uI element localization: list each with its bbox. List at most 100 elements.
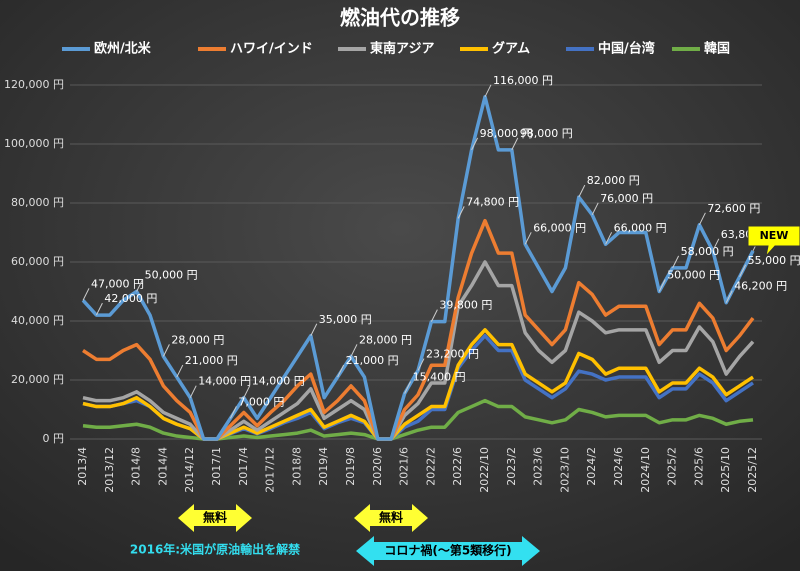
x-tick-label: 2017/4 <box>237 447 250 486</box>
free-label: 無料 <box>379 510 403 525</box>
data-label: 39,800 円 <box>439 299 492 312</box>
series-line <box>82 260 755 441</box>
label-leader <box>471 137 479 151</box>
series-line <box>82 218 755 441</box>
x-tick-label: 2020/6 <box>371 447 384 486</box>
label-leader <box>229 406 237 419</box>
data-label: 82,000 円 <box>587 174 640 187</box>
x-tick-label: 2022/2 <box>424 447 437 486</box>
data-label: 55,000 円 <box>748 254 800 267</box>
x-tick-label: 2017/1 <box>210 447 223 486</box>
label-leader <box>524 232 532 245</box>
covid-arrow <box>356 536 540 566</box>
x-tick-label: 2013/12 <box>103 447 116 493</box>
label-leader <box>350 344 358 357</box>
data-label: 98,000 円 <box>480 127 533 140</box>
data-label: 74,800 円 <box>466 195 519 208</box>
data-label: 66,000 円 <box>533 221 586 234</box>
label-leader <box>162 344 170 357</box>
y-tick-label: 120,000 円 <box>4 78 64 91</box>
legend-label: ハワイ/インド <box>230 42 313 57</box>
y-tick-label: 40,000 円 <box>11 314 64 327</box>
label-leader <box>725 290 733 303</box>
data-label: 42,000 円 <box>104 292 157 305</box>
legend-label: 韓国 <box>704 41 730 57</box>
label-leader <box>136 279 144 292</box>
x-tick-label: 2023/2 <box>505 447 518 486</box>
label-leader <box>95 302 103 316</box>
legend-label: 東南アジア <box>370 41 434 57</box>
data-label: 46,200 円 <box>734 280 787 293</box>
x-tick-label: 2024/6 <box>612 447 625 486</box>
series-line <box>82 328 754 441</box>
x-tick-label: 2022/10 <box>478 447 491 493</box>
data-label: 58,000 円 <box>681 245 734 258</box>
label-leader <box>672 255 680 269</box>
label-leader <box>404 381 412 394</box>
legend: 欧州/北米 ハワイ/インド 東南アジア グアム 中国/台湾 韓国 <box>62 41 730 57</box>
data-label: 28,000 円 <box>359 333 412 346</box>
label-leader <box>417 358 425 371</box>
x-tick-label: 2024/2 <box>585 447 598 486</box>
label-leader <box>310 323 318 336</box>
x-tick-label: 2013/4 <box>76 447 89 486</box>
data-label: 15,400 円 <box>413 371 466 384</box>
y-tick-label: 60,000 円 <box>11 255 64 268</box>
x-tick-label: 2022/6 <box>451 447 464 486</box>
label-leader <box>82 288 90 301</box>
label-leader <box>243 385 251 398</box>
x-tick-label: 2018/8 <box>290 447 303 486</box>
chart-title: 燃油代の推移 <box>340 6 460 30</box>
x-tick-label: 2021/6 <box>398 447 411 486</box>
note: 2016年:米国が原油輸出を解禁 <box>130 542 300 557</box>
x-tick-label: 2025/10 <box>719 447 732 493</box>
data-label: 47,000 円 <box>91 277 144 290</box>
legend-label: 中国/台湾 <box>598 41 655 57</box>
data-label: 72,600 円 <box>707 202 760 215</box>
grid: 0 円 20,000 円 40,000 円 60,000 円 80,000 円 100,0… <box>4 78 762 493</box>
y-tick-label: 100,000 円 <box>4 137 64 150</box>
label-leader <box>484 84 492 98</box>
x-tick-label: 2024/10 <box>639 447 652 493</box>
free-label: 無料 <box>203 510 227 525</box>
label-leader <box>189 385 197 398</box>
label-leader <box>430 309 438 322</box>
free-arrow <box>178 504 252 532</box>
data-label: 35,000 円 <box>319 313 372 326</box>
x-tick-label: 2017/12 <box>264 447 277 493</box>
x-tick-label: 2019/4 <box>317 447 330 486</box>
label-leader <box>176 364 184 378</box>
label-leader <box>698 212 706 226</box>
x-tick-label: 2014/8 <box>130 447 143 486</box>
label-leader <box>457 206 465 219</box>
label-leader <box>511 137 519 151</box>
x-tick-label: 2025/2 <box>666 447 679 486</box>
x-tick-label: 2014/12 <box>183 447 196 493</box>
label-leader <box>658 279 666 292</box>
free-arrow <box>354 504 428 532</box>
legend-label: 欧州/北米 <box>94 41 152 57</box>
data-label: 21,000 円 <box>346 354 399 367</box>
x-tick-label: 2025/6 <box>692 447 705 486</box>
y-tick-label: 20,000 円 <box>11 373 64 386</box>
data-label: 66,000 円 <box>614 221 667 234</box>
y-tick-label: 80,000 円 <box>11 196 64 209</box>
label-leader <box>591 202 599 216</box>
data-label: 7,000 円 <box>238 395 284 408</box>
data-label: 50,000 円 <box>667 269 720 282</box>
new-badge <box>747 225 800 258</box>
label-leader <box>605 232 613 245</box>
data-label: 14,000 円 <box>198 375 251 388</box>
covid-label: コロナ禍(～第5類移行) <box>384 543 511 558</box>
data-label: 98,000 円 <box>520 127 573 140</box>
lines <box>81 95 755 441</box>
data-label: 50,000 円 <box>145 269 198 282</box>
x-tick-label: 2019/8 <box>344 447 357 486</box>
data-label: 23,200 円 <box>426 348 479 361</box>
x-tick-label: 2014/4 <box>156 447 169 486</box>
label-leader <box>712 238 720 252</box>
legend-label: グアム <box>492 41 530 57</box>
label-leader <box>739 264 747 277</box>
